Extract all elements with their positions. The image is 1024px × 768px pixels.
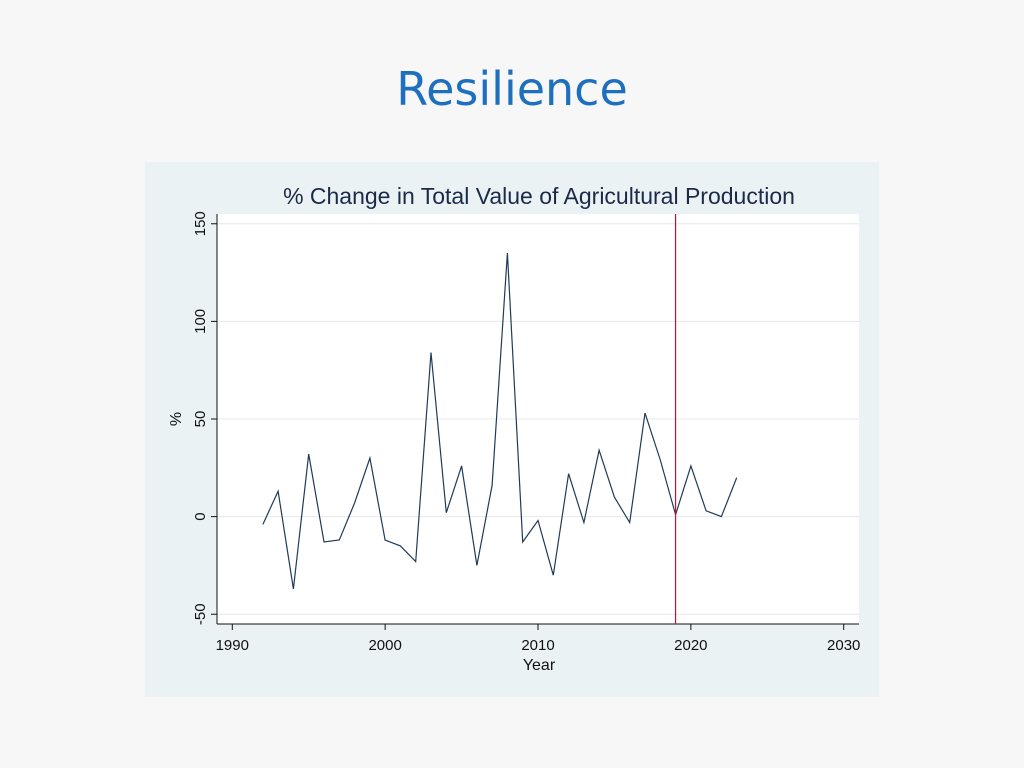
y-tick-label: 150 bbox=[192, 211, 209, 236]
y-axis-label: % bbox=[168, 412, 185, 426]
y-tick-label: -50 bbox=[192, 603, 209, 625]
chart-title: % Change in Total Value of Agricultural … bbox=[283, 183, 795, 209]
ticks: -50 0 50 100 150 1990 2000 2010 2020 2030 bbox=[192, 211, 860, 654]
x-tick-label: 1990 bbox=[216, 637, 249, 654]
y-tick-label: 0 bbox=[192, 512, 209, 520]
slide-title: Resilience bbox=[396, 62, 628, 116]
y-tick-label: 100 bbox=[192, 309, 209, 334]
x-tick-label: 2000 bbox=[368, 637, 401, 654]
x-axis-label: Year bbox=[523, 657, 556, 674]
grid bbox=[217, 223, 859, 615]
series-line bbox=[262, 252, 738, 589]
series bbox=[262, 214, 738, 624]
x-tick-label: 2010 bbox=[521, 637, 554, 654]
x-tick-label: 2020 bbox=[674, 637, 707, 654]
y-tick-label: 50 bbox=[192, 411, 209, 428]
x-tick-label: 2030 bbox=[827, 637, 860, 654]
line-chart: % Change in Total Value of Agricultural … bbox=[168, 183, 860, 674]
